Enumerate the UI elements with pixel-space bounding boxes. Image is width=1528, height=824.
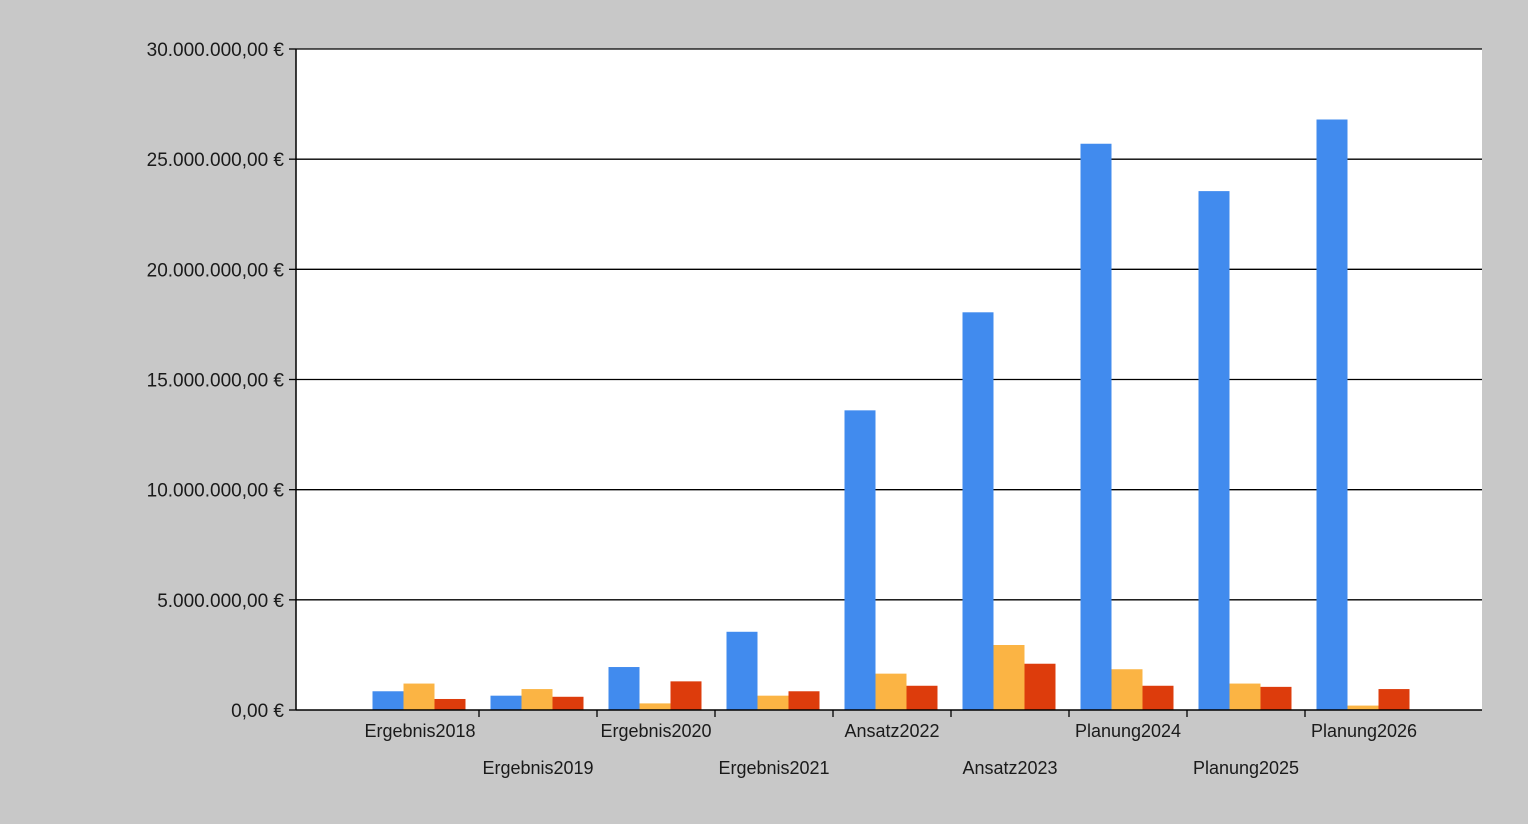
bar-Ergebnis2019-series-2 [521, 689, 553, 710]
bar-Ergebnis2020-series-1 [608, 667, 640, 710]
x-category-label: Planung2026 [1311, 721, 1417, 741]
bar-Ansatz2023-series-1 [962, 312, 994, 710]
axis-labels: 0,00 € 5.000.000,00 € 10.000.000,00 € 15.00… [147, 40, 1417, 778]
y-tick-label: 5.000.000,00 € [157, 591, 284, 612]
grid-lines [289, 48, 1482, 717]
bar-Ergebnis2019-series-1 [490, 695, 522, 710]
bar-Planung2025-series-1 [1198, 191, 1230, 711]
bar-Ergebnis2020-series-2 [639, 703, 671, 710]
bar-Planung2026-series-3 [1378, 689, 1410, 710]
bar-Ergebnis2020-series-3 [670, 681, 702, 710]
y-tick-label: 25.000.000,00 € [147, 150, 285, 171]
bar-Ergebnis2018-series-1 [372, 691, 404, 710]
bar-Ergebnis2019-series-3 [552, 696, 584, 710]
y-tick-label: 15.000.000,00 € [147, 371, 285, 392]
y-tick-label: 10.000.000,00 € [147, 481, 285, 502]
bar-Planung2024-series-2 [1111, 669, 1143, 710]
bar-Ergebnis2021-series-2 [757, 695, 789, 710]
bar-Ergebnis2018-series-2 [403, 683, 435, 710]
bar-Ansatz2023-series-3 [1024, 663, 1056, 710]
y-tick-label: 30.000.000,00 € [147, 40, 285, 61]
bar-Planung2024-series-3 [1142, 685, 1174, 710]
bar-Planung2025-series-2 [1229, 683, 1261, 710]
bar-Planung2025-series-3 [1260, 686, 1292, 710]
bar-Planung2024-series-1 [1080, 143, 1112, 710]
bar-Ergebnis2018-series-3 [434, 698, 466, 710]
x-category-label: Planung2024 [1075, 721, 1181, 741]
axes [295, 49, 1482, 711]
x-category-label: Ergebnis2018 [364, 721, 475, 741]
x-category-label: Planung2025 [1193, 758, 1299, 778]
bar-Ansatz2022-series-1 [844, 410, 876, 710]
bar-Ansatz2022-series-3 [906, 685, 938, 710]
x-category-label: Ansatz2022 [844, 721, 939, 741]
y-tick-label: 20.000.000,00 € [147, 260, 285, 281]
bars [372, 119, 1410, 711]
bar-Ergebnis2021-series-1 [726, 631, 758, 710]
bar-Ergebnis2021-series-3 [788, 691, 820, 710]
bar-Ansatz2022-series-2 [875, 673, 907, 710]
x-category-label: Ergebnis2020 [600, 721, 711, 741]
bar-Planung2026-series-1 [1316, 119, 1348, 711]
bar-Planung2026-series-2 [1347, 705, 1379, 710]
x-category-label: Ergebnis2019 [482, 758, 593, 778]
x-category-label: Ergebnis2021 [718, 758, 829, 778]
x-category-label: Ansatz2023 [962, 758, 1057, 778]
bar-Ansatz2023-series-2 [993, 645, 1025, 710]
y-tick-label: 0,00 € [231, 701, 284, 722]
